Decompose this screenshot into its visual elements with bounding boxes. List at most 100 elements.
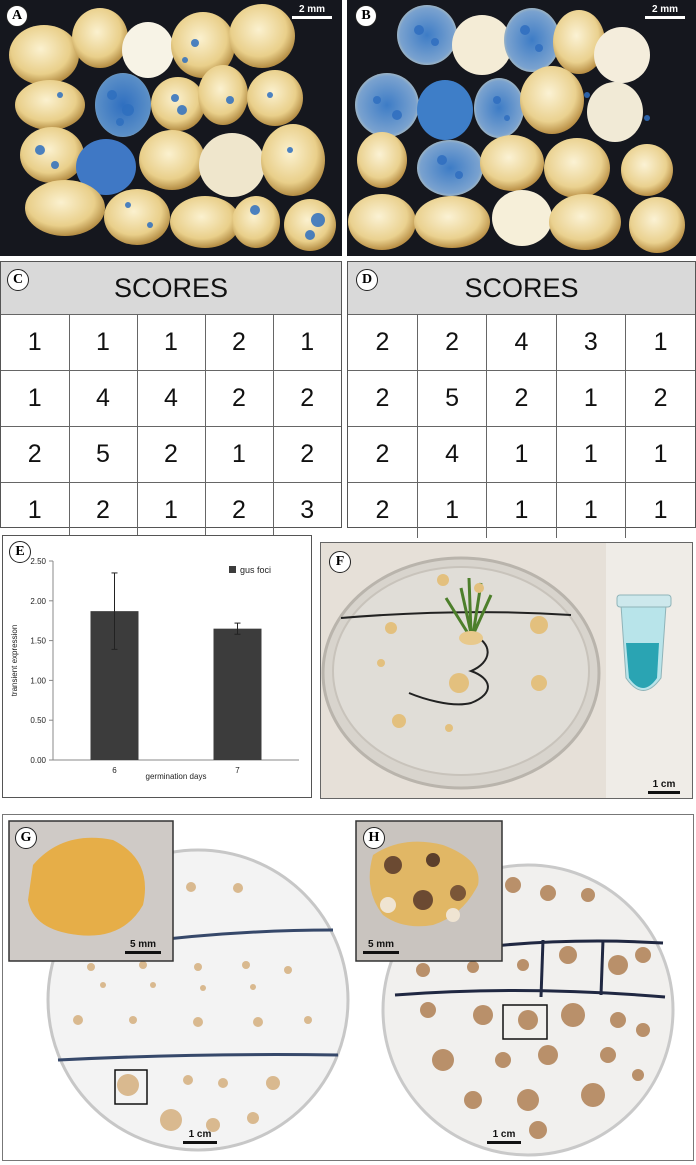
panel-f-scale-bar: 1 cm xyxy=(648,779,680,794)
score-cell: 2 xyxy=(348,370,418,427)
scores-header: C SCORES xyxy=(1,262,341,315)
score-cell: 2 xyxy=(204,315,274,371)
panel-g-inset-scale-bar: 5 mm xyxy=(125,939,161,954)
scores-title: SCORES xyxy=(464,272,579,303)
score-cell: 1 xyxy=(625,315,695,371)
scale-bar-line xyxy=(292,16,332,19)
score-cell: 2 xyxy=(1,426,70,483)
score-cell: 2 xyxy=(416,315,488,371)
score-cell: 4 xyxy=(486,315,557,371)
y-tick-label: 1.50 xyxy=(30,637,46,646)
table-row: 2 5 2 1 2 xyxy=(1,426,341,483)
scale-bar-line xyxy=(648,791,680,794)
scores-header: D SCORES xyxy=(348,262,695,315)
table-row: 2 5 2 1 2 xyxy=(348,370,695,427)
panel-f-label: F xyxy=(329,551,351,573)
y-tick-label: 0.50 xyxy=(30,716,46,725)
petri-dish-and-tube-photo xyxy=(321,543,692,798)
panel-f-photo: F 1 cm xyxy=(320,542,693,799)
petri-dishes-photo xyxy=(8,820,675,1157)
panel-a-scale-bar: 2 mm xyxy=(292,4,332,19)
score-cell: 1 xyxy=(625,482,695,538)
scale-bar-line xyxy=(363,951,399,954)
callus-clusters xyxy=(377,574,548,732)
score-cell: 2 xyxy=(486,370,557,427)
panel-c-label: C xyxy=(7,269,29,291)
y-axis-label: transient expression xyxy=(10,625,19,697)
scale-bar-text: 1 cm xyxy=(652,779,676,790)
callus-pieces xyxy=(348,5,685,253)
scale-bar-line xyxy=(125,951,161,954)
scale-bar-text: 2 mm xyxy=(651,4,679,15)
score-cell: 2 xyxy=(272,426,341,483)
x-tick-label: 6 xyxy=(112,766,117,775)
plantlet-shoot xyxy=(444,577,493,645)
zoom-box-h xyxy=(502,1004,548,1040)
table-row: 2 4 1 1 1 xyxy=(348,426,695,483)
score-cell: 1 xyxy=(68,315,138,371)
score-cell: 1 xyxy=(272,315,341,371)
score-cell: 1 xyxy=(555,426,627,483)
panel-b-scale-bar: 2 mm xyxy=(645,4,685,19)
score-cell: 5 xyxy=(68,426,138,483)
panel-h-label: H xyxy=(363,827,385,849)
gus-foci-spots xyxy=(373,25,650,179)
score-cell: 1 xyxy=(555,370,627,427)
panel-e-bar-chart: E 0.00 0.50 1.00 1.50 2.00 2.50 6 7 germination … xyxy=(2,535,312,798)
panel-a-label: A xyxy=(6,5,28,27)
callus-pieces xyxy=(9,4,336,251)
y-tick-label: 2.00 xyxy=(30,597,46,606)
table-row: 2 1 1 1 1 xyxy=(348,482,695,538)
score-cell: 1 xyxy=(486,482,557,538)
scale-bar-text: 2 mm xyxy=(298,4,326,15)
score-cell: 2 xyxy=(348,315,418,371)
score-cell: 2 xyxy=(625,370,695,427)
panel-h-scale-bar: 1 cm xyxy=(487,1129,521,1144)
legend-label: gus foci xyxy=(240,565,271,575)
score-cell: 2 xyxy=(204,370,274,427)
score-cell: 5 xyxy=(416,370,488,427)
x-tick-label: 7 xyxy=(235,766,240,775)
panel-d-label: D xyxy=(356,269,378,291)
score-cell: 2 xyxy=(68,482,138,538)
score-cell: 1 xyxy=(1,482,70,538)
panel-c-scores-table: C SCORES 1 1 1 2 1 1 4 4 2 2 2 5 2 1 2 1… xyxy=(0,261,342,538)
scale-bar-text: 1 cm xyxy=(188,1129,212,1140)
table-row: 1 1 1 2 1 xyxy=(1,315,341,371)
callus-pieces-h xyxy=(416,877,651,1139)
x-axis-label: germination days xyxy=(146,772,207,781)
score-cell: 1 xyxy=(625,426,695,483)
panel-b-label: B xyxy=(355,5,377,27)
chart-canvas: 0.00 0.50 1.00 1.50 2.00 2.50 6 7 germination da… xyxy=(10,557,299,781)
scores-title: SCORES xyxy=(113,272,229,303)
panel-g-label: G xyxy=(15,827,37,849)
score-cell: 4 xyxy=(136,370,206,427)
dish-marker-curve xyxy=(408,632,489,706)
score-cell: 1 xyxy=(1,315,70,371)
score-cell: 1 xyxy=(136,315,206,371)
scale-bar-line xyxy=(183,1141,217,1144)
callus-pieces-g xyxy=(73,882,312,1132)
score-cell: 2 xyxy=(348,482,418,538)
zoom-box-g xyxy=(114,1069,148,1105)
callus-closeup-h xyxy=(369,841,479,927)
score-cell: 1 xyxy=(416,482,488,538)
score-cell: 2 xyxy=(348,426,418,483)
panel-b-photo: B 2 mm xyxy=(347,0,696,256)
scale-bar-text: 1 cm xyxy=(492,1129,516,1140)
scale-bar-text: 5 mm xyxy=(367,939,395,950)
scores-grid: 2 2 4 3 1 2 5 2 1 2 2 4 1 1 1 2 1 1 1 1 xyxy=(348,315,695,538)
score-cell: 2 xyxy=(136,426,206,483)
score-cell: 1 xyxy=(486,426,557,483)
score-cell: 1 xyxy=(555,482,627,538)
callus-closeup-g xyxy=(28,837,145,936)
panels-g-h-frame: G H 5 mm 5 mm 1 cm 1 cm xyxy=(2,814,694,1161)
score-cell: 3 xyxy=(272,482,341,538)
panel-h-inset-scale-bar: 5 mm xyxy=(363,939,399,954)
bar-7 xyxy=(213,628,262,760)
panel-a-photo: A 2 mm xyxy=(0,0,342,256)
callus-clusters-photo-a xyxy=(0,0,342,256)
eppendorf-tube xyxy=(616,594,672,691)
score-cell: 4 xyxy=(68,370,138,427)
scale-bar-line xyxy=(645,16,685,19)
